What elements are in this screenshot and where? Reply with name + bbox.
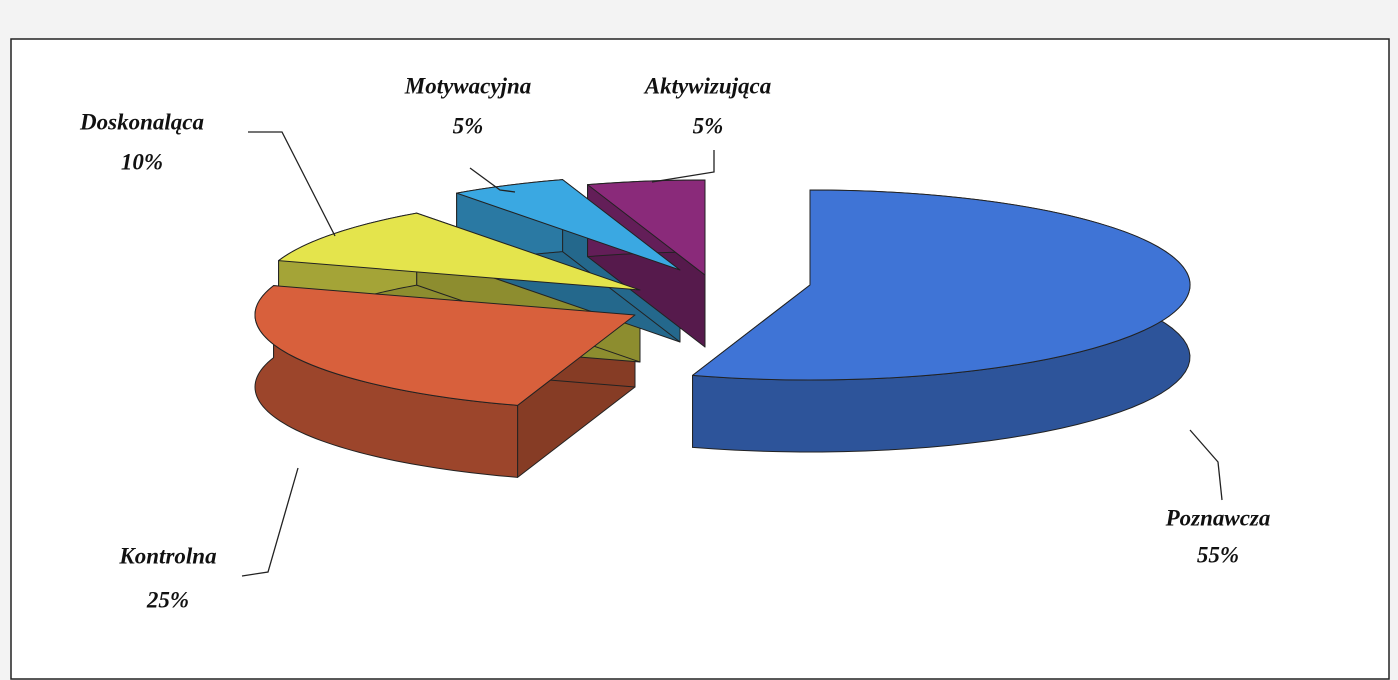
leader-line <box>1189 429 1223 501</box>
value-label: 5% <box>693 113 724 138</box>
slice <box>692 189 1191 381</box>
slice <box>278 212 641 291</box>
slice-label: Kontrolna <box>118 543 216 568</box>
value-label: 10% <box>121 149 163 174</box>
slice <box>456 179 681 271</box>
leader-line <box>248 131 336 237</box>
leader-line <box>469 167 516 193</box>
slice-label: Motywacyjna <box>404 73 532 98</box>
leader-line <box>651 150 715 183</box>
value-label: 55% <box>1197 542 1239 567</box>
slice-label: Poznawcza <box>1165 505 1271 530</box>
leader-line <box>241 467 299 577</box>
slice-tops <box>254 179 1191 406</box>
slice <box>254 285 636 406</box>
labels: Poznawcza 55% Kontrolna 25% Doskonaląca 10% Mo… <box>79 73 1270 612</box>
value-label: 25% <box>146 587 189 612</box>
slice <box>587 179 706 276</box>
slice-label: Doskonaląca <box>79 109 204 134</box>
value-label: 5% <box>453 113 484 138</box>
slice-label: Aktywizująca <box>643 73 772 98</box>
